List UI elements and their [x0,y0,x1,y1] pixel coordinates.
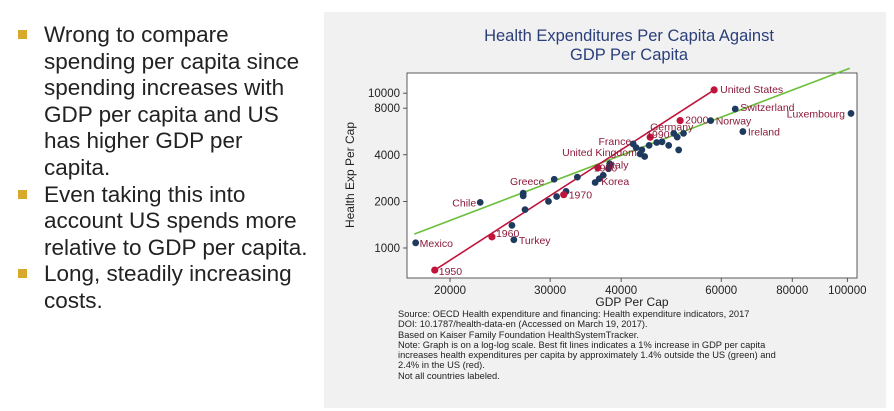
chart-panel: Health Expenditures Per Capita Against G… [324,12,886,408]
x-tick-label: 40000 [605,285,637,297]
x-axis: 20000 30000 40000 60000 80000 100000 [434,278,867,297]
point-label: Switzerland [740,102,794,114]
bullet-item: Even taking this into account US spends … [14,182,314,262]
y-tick-label: 8000 [374,103,400,115]
data-point [545,197,552,205]
chart-title-line-2: GDP Per Capita [570,46,689,64]
source-line: DOI: 10.1787/health-data-en (Accessed on… [398,319,648,330]
us-data-point [710,86,718,94]
source-line: Note: Graph is on a log-log scale. Best … [398,339,766,350]
source-line: Based on Kaiser Family Foundation Health… [398,329,639,340]
us-point-label: 1960 [496,228,520,240]
point-label: Ireland [748,127,780,139]
data-point [510,236,518,244]
point-label: Greece [510,176,545,188]
x-tick-label: 80000 [776,285,808,297]
point-label: Korea [601,176,629,188]
plot-area [406,72,858,279]
us-data-point [646,133,654,141]
data-point [739,128,747,135]
data-point [519,189,527,197]
source-note: Source: OECD Health expenditure and fina… [398,309,868,381]
bullet-square-icon [18,30,27,39]
y-tick-label: 4000 [374,150,400,162]
data-point [847,110,855,117]
y-tick-label: 10000 [368,88,400,100]
bullet-square-icon [18,189,27,199]
bullet-text: Even taking this into account US spends … [44,181,308,260]
x-tick-label: 30000 [534,285,566,297]
x-tick-label: 60000 [705,285,737,297]
us-point-label: United States [720,84,783,96]
data-point [476,199,484,206]
red-fit-line [434,89,715,271]
us-point-label: 2000 [685,115,709,127]
us-data-point [560,191,568,199]
bullet-square-icon [18,269,27,279]
data-point [553,193,561,200]
data-point [675,146,683,154]
data-point [573,173,581,181]
data-point [550,175,558,183]
point-label: Luxembourg [787,108,846,120]
data-point [673,133,681,141]
point-label: Mexico [420,238,453,250]
data-point [707,117,715,125]
x-axis-label: GDP Per Cap [595,295,668,309]
source-line: 2.4% in the US (red). [398,360,485,371]
bullet-item: Long, steadily increasing costs. [14,261,314,314]
source-line: Source: OECD Health expenditure and fina… [398,309,750,319]
data-point [645,141,653,149]
us-data-point [488,233,496,241]
bullet-text: Long, steadily increasing costs. [44,261,292,313]
data-point [680,129,687,137]
x-tick-label: 20000 [434,285,466,297]
data-point [641,153,649,160]
point-label: France [598,136,631,148]
us-point-label: 1950 [439,266,463,278]
data-points [412,86,855,274]
data-point [521,206,529,214]
scatter-chart: Health Expenditures Per Capita Against G… [343,27,867,309]
point-label: Turkey [519,235,551,247]
data-point [508,221,516,229]
data-point [599,171,607,179]
y-axis-label: Health Exp Per Cap [343,122,357,228]
bullet-list: Wrong to compare spending per capita sin… [14,22,314,315]
point-label: Italy [609,160,629,172]
us-data-point [431,266,439,274]
data-point [632,144,640,152]
data-point [606,160,614,168]
x-tick-label: 100000 [828,285,866,297]
y-tick-label: 1000 [374,243,400,255]
point-label: Germany [650,121,694,133]
fit-lines [413,67,851,271]
bullet-text: Wrong to compare spending per capita sin… [44,22,300,180]
point-label: Norway [716,116,752,128]
green-fit-line [413,67,851,235]
data-point [638,146,646,154]
data-point [653,139,661,146]
data-point [412,239,420,247]
data-point [665,141,673,149]
bullet-item: Wrong to compare spending per capita sin… [14,22,314,182]
source-line: Not all countries labeled. [398,370,500,381]
point-label: United Kingdom [562,147,637,159]
us-data-point [676,117,684,125]
source-line: increases health expenditures per capita… [398,350,776,361]
us-point-label: 1980 [594,163,618,175]
data-point [658,138,666,146]
point-label: Chile [452,197,476,209]
us-data-point [594,164,602,172]
y-axis: 1000 2000 4000 8000 10000 [368,88,407,255]
us-point-label: 1970 [569,190,593,202]
y-tick-label: 2000 [374,196,400,208]
data-point [731,105,739,113]
point-labels: MexicoChileTurkeyGreeceItalyKoreaFranceU… [420,84,845,278]
us-point-label: 1990 [646,129,670,141]
chart-title-line-1: Health Expenditures Per Capita Against [484,27,774,45]
